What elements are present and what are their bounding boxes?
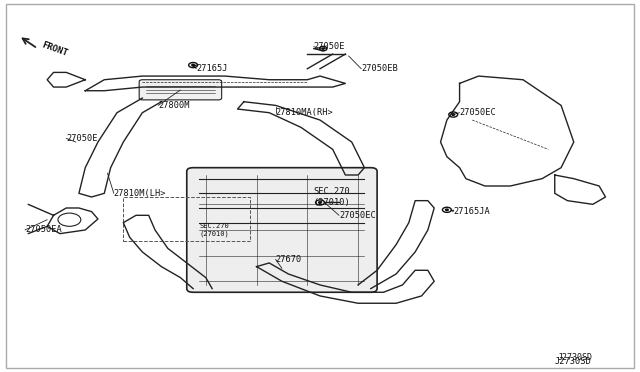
- Text: SEC.270
(27010): SEC.270 (27010): [314, 187, 351, 207]
- Text: 27050EC: 27050EC: [339, 211, 376, 220]
- Circle shape: [322, 48, 324, 49]
- FancyBboxPatch shape: [139, 80, 221, 100]
- Text: 27050EC: 27050EC: [460, 108, 497, 117]
- Circle shape: [319, 202, 321, 203]
- Text: FRONT: FRONT: [41, 40, 69, 58]
- Text: J2730SD: J2730SD: [555, 357, 591, 366]
- Text: 27050EB: 27050EB: [361, 64, 398, 73]
- Text: 27165J: 27165J: [196, 64, 228, 73]
- Text: 27810MA(RH>: 27810MA(RH>: [276, 108, 333, 117]
- Circle shape: [192, 64, 195, 66]
- Text: 27050E: 27050E: [66, 134, 98, 143]
- Text: 27050EA: 27050EA: [25, 225, 61, 234]
- Text: J2730SD: J2730SD: [558, 353, 593, 362]
- Text: SEC.270
(27010): SEC.270 (27010): [200, 223, 229, 237]
- Bar: [124, 197, 250, 241]
- Text: 27050E: 27050E: [314, 42, 345, 51]
- Text: 27670: 27670: [276, 255, 302, 264]
- FancyBboxPatch shape: [187, 168, 377, 292]
- Circle shape: [445, 209, 448, 211]
- Circle shape: [452, 114, 454, 115]
- Text: 27800M: 27800M: [158, 101, 189, 110]
- Text: 27165JA: 27165JA: [453, 207, 490, 216]
- Text: 27810M(LH>: 27810M(LH>: [114, 189, 166, 198]
